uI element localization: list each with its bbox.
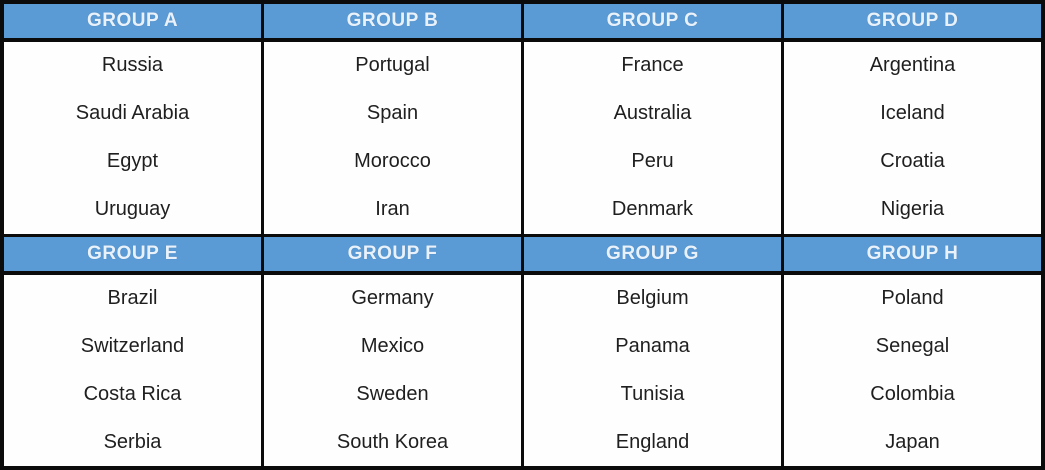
group-h-header: GROUP H — [784, 236, 1041, 275]
team-cell: Costa Rica — [83, 382, 182, 405]
team-cell: Peru — [631, 150, 674, 173]
team-cell: Senegal — [875, 334, 950, 357]
team-cell: Switzerland — [80, 334, 185, 357]
group-f-body: Germany Mexico Sweden South Korea — [264, 274, 521, 466]
team-cell: Germany — [351, 286, 434, 309]
group-h-body: Poland Senegal Colombia Japan — [784, 274, 1041, 466]
group-c-header: GROUP C — [524, 4, 781, 42]
team-cell: Morocco — [354, 150, 431, 173]
group-f-header: GROUP F — [264, 236, 521, 275]
group-b-body: Portugal Spain Morocco Iran — [264, 42, 521, 234]
group-d: GROUP D Argentina Iceland Croatia Nigeri… — [784, 4, 1041, 234]
team-cell: Belgium — [616, 286, 689, 309]
team-cell: Denmark — [611, 198, 694, 221]
group-b-header: GROUP B — [264, 4, 521, 42]
group-b: GROUP B Portugal Spain Morocco Iran — [264, 4, 521, 234]
group-a-body: Russia Saudi Arabia Egypt Uruguay — [4, 42, 261, 234]
team-cell: Poland — [881, 286, 944, 309]
group-g-header: GROUP G — [524, 236, 781, 275]
group-g-body: Belgium Panama Tunisia England — [524, 274, 781, 466]
group-c: GROUP C France Australia Peru Denmark — [524, 4, 781, 234]
team-cell: Iran — [375, 198, 410, 221]
team-cell: Uruguay — [94, 198, 171, 221]
group-c-body: France Australia Peru Denmark — [524, 42, 781, 234]
team-cell: Serbia — [103, 430, 162, 453]
group-f: GROUP F Germany Mexico Sweden South Kore… — [264, 236, 521, 466]
group-d-body: Argentina Iceland Croatia Nigeria — [784, 42, 1041, 234]
team-cell: Egypt — [106, 150, 159, 173]
team-cell: Saudi Arabia — [75, 102, 190, 125]
team-cell: Spain — [366, 102, 419, 125]
group-g: GROUP G Belgium Panama Tunisia England — [524, 236, 781, 466]
team-cell: Japan — [885, 430, 940, 453]
team-cell: Brazil — [107, 286, 158, 309]
group-a: GROUP A Russia Saudi Arabia Egypt Urugua… — [4, 4, 261, 234]
group-d-header: GROUP D — [784, 4, 1041, 42]
team-cell: Iceland — [880, 102, 945, 125]
team-cell: Sweden — [356, 382, 429, 405]
team-cell: Tunisia — [620, 382, 685, 405]
group-e: GROUP E Brazil Switzerland Costa Rica Se… — [4, 236, 261, 466]
team-cell: Australia — [613, 102, 692, 125]
team-cell: Panama — [615, 334, 690, 357]
team-cell: Nigeria — [880, 198, 945, 221]
team-cell: France — [621, 54, 684, 77]
team-cell: Colombia — [870, 382, 955, 405]
group-e-body: Brazil Switzerland Costa Rica Serbia — [4, 274, 261, 466]
team-cell: Portugal — [355, 54, 430, 77]
group-h: GROUP H Poland Senegal Colombia Japan — [784, 236, 1041, 466]
group-a-header: GROUP A — [4, 4, 261, 42]
team-cell: Russia — [101, 54, 164, 77]
team-cell: Croatia — [880, 150, 945, 173]
team-cell: Mexico — [360, 334, 425, 357]
group-e-header: GROUP E — [4, 236, 261, 275]
team-cell: South Korea — [336, 430, 449, 453]
team-cell: England — [615, 430, 690, 453]
team-cell: Argentina — [869, 54, 956, 77]
